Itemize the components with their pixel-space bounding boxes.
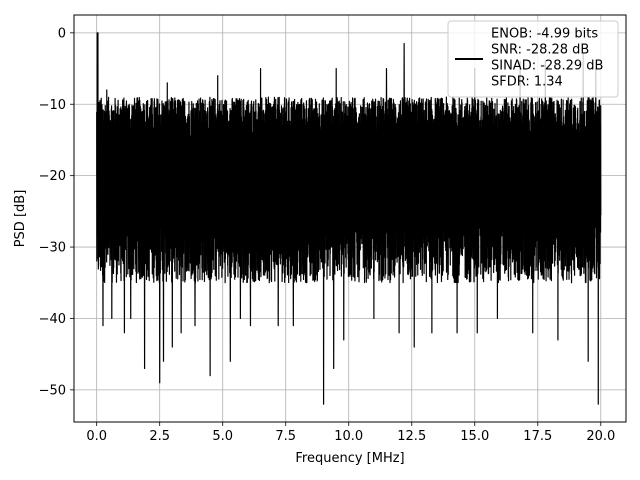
legend-box <box>447 20 619 98</box>
y-tick-label: −20 <box>39 169 66 184</box>
axes-frame <box>73 14 627 423</box>
y-tick-label: 0 <box>58 26 66 41</box>
x-tick-label: 5.0 <box>212 429 233 444</box>
x-tick-label: 12.5 <box>397 429 426 444</box>
x-axis-label: Frequency [MHz] <box>295 451 404 466</box>
x-tick-label: 17.5 <box>523 429 552 444</box>
y-tick-label: −10 <box>39 98 66 113</box>
legend-entry-line: ENOB: -4.99 bits <box>491 27 598 42</box>
y-ticks: 0 −10 −20 −30 −40 −50 <box>39 26 74 398</box>
x-tick-label: 20.0 <box>586 429 615 444</box>
y-tick-label: −50 <box>39 383 66 398</box>
legend-entry-line: SNR: -28.28 dB <box>491 43 589 58</box>
x-tick-label: 7.5 <box>275 429 296 444</box>
legend-entry-line: SINAD: -28.29 dB <box>491 59 603 74</box>
y-tick-label: −30 <box>39 241 66 256</box>
psd-series-line <box>96 32 602 405</box>
y-axis-label: PSD [dB] <box>13 190 28 248</box>
y-tick-label: −40 <box>39 312 66 327</box>
x-tick-label: 2.5 <box>149 429 170 444</box>
x-tick-label: 10.0 <box>334 429 363 444</box>
x-ticks: 0.0 2.5 5.0 7.5 10.0 12.5 15.0 17.5 20.0 <box>86 422 615 444</box>
x-tick-label: 15.0 <box>460 429 489 444</box>
plot-lines <box>96 32 602 405</box>
x-tick-label: 0.0 <box>86 429 107 444</box>
legend-entry-line: SFDR: 1.34 <box>491 75 563 90</box>
